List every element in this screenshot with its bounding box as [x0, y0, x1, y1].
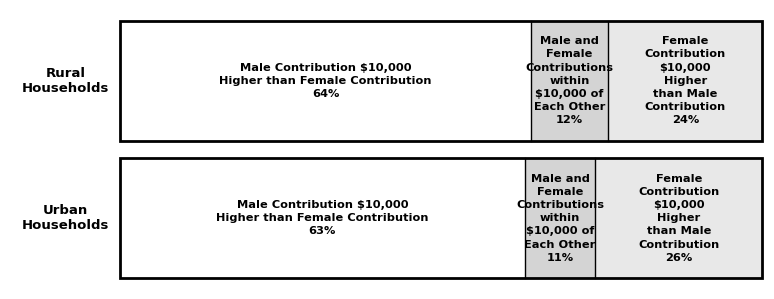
Text: Male and
Female
Contributions
within
$10,000 of
Each Other
12%: Male and Female Contributions within $10… [526, 36, 614, 125]
Text: Male Contribution $10,000
Higher than Female Contribution
63%: Male Contribution $10,000 Higher than Fe… [216, 200, 429, 237]
Text: Male and
Female
Contributions
within
$10,000 of
Each Other
11%: Male and Female Contributions within $10… [516, 174, 604, 263]
Text: Female
Contribution
$10,000
Higher
than Male
Contribution
26%: Female Contribution $10,000 Higher than … [639, 174, 720, 263]
Bar [595, 158, 762, 278]
Bar [120, 21, 531, 141]
Bar [120, 21, 762, 141]
Text: Rural
Households: Rural Households [22, 67, 109, 95]
Bar [120, 158, 762, 278]
Bar [531, 21, 608, 141]
Bar [120, 158, 525, 278]
Text: Male Contribution $10,000
Higher than Female Contribution
64%: Male Contribution $10,000 Higher than Fe… [219, 62, 432, 99]
Text: Female
Contribution
$10,000
Higher
than Male
Contribution
24%: Female Contribution $10,000 Higher than … [645, 36, 726, 125]
Text: Urban
Households: Urban Households [22, 204, 109, 232]
Bar [608, 21, 762, 141]
Bar [525, 158, 595, 278]
